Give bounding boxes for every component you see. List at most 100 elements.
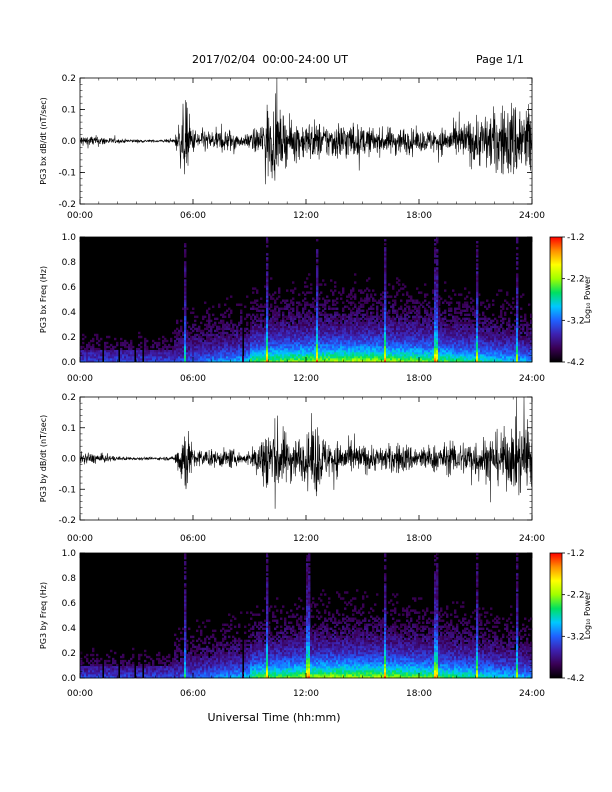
spectrogram-cell xyxy=(456,345,459,349)
spectrogram-cell xyxy=(310,335,313,339)
spectrogram-cell xyxy=(434,255,437,258)
spectrogram-cell xyxy=(186,345,189,349)
spectrogram-cell xyxy=(278,347,281,351)
spectrogram-cell xyxy=(288,323,291,327)
spectrogram-cell xyxy=(414,299,417,302)
spectrogram-cell xyxy=(326,357,329,361)
spectrogram-cell xyxy=(466,305,469,308)
spectrogram-cell xyxy=(526,339,529,343)
spectrogram-cell xyxy=(354,351,357,355)
spectrogram-cell xyxy=(388,311,391,315)
spectrogram-cell xyxy=(384,255,387,258)
spectrogram-cell xyxy=(414,359,417,363)
spectrogram-cell xyxy=(314,315,317,319)
spectrogram-cell xyxy=(178,337,181,341)
spectrogram-cell xyxy=(256,349,259,353)
spectrogram-cell xyxy=(232,355,235,359)
spectrogram-cell xyxy=(388,339,391,343)
spectrogram-cell xyxy=(418,325,421,329)
spectrogram-cell xyxy=(504,335,507,339)
spectrogram-cell xyxy=(274,301,277,304)
spectrogram-cell xyxy=(184,347,187,351)
spectrogram-cell xyxy=(240,321,243,325)
spectrogram-cell xyxy=(256,335,259,339)
spectrogram-cell xyxy=(362,355,365,359)
spectrogram-cell xyxy=(362,325,365,329)
spectrogram-cell xyxy=(500,355,503,359)
spectrogram-cell xyxy=(198,353,201,357)
spectrogram-cell xyxy=(376,357,379,361)
spectrogram-cell xyxy=(464,317,467,321)
spectrogram-cell xyxy=(274,327,277,331)
spectrogram-cell xyxy=(394,353,397,357)
spectrogram-cell xyxy=(370,311,373,315)
spectrogram-cell xyxy=(448,313,451,317)
spectrogram-cell xyxy=(298,347,301,351)
spectrogram-cell xyxy=(488,317,491,321)
spectrogram-cell xyxy=(380,303,383,306)
spectrogram-cell xyxy=(496,339,499,343)
spectrogram-cell xyxy=(478,337,481,341)
spectrogram-cell xyxy=(306,339,309,343)
spectrogram-cell xyxy=(240,347,243,351)
spectrogram-cell xyxy=(276,353,279,357)
spectrogram-cell xyxy=(260,337,263,341)
spectrogram-cell xyxy=(472,341,475,345)
spectrogram-cell xyxy=(464,319,467,323)
spectrogram-cell xyxy=(254,345,257,349)
spectrogram-cell xyxy=(232,351,235,355)
spectrogram-cell xyxy=(272,321,275,325)
spectrogram-cell xyxy=(218,303,221,306)
spectrogram-cell xyxy=(174,339,177,343)
spectrogram-cell xyxy=(228,337,231,341)
spectrogram-cell xyxy=(90,349,93,353)
spectrogram-cell xyxy=(270,303,273,306)
spectrogram-cell xyxy=(276,359,279,363)
spectrogram-cell xyxy=(384,307,387,310)
spectrogram-cell xyxy=(464,327,467,331)
spectrogram-cell xyxy=(392,355,395,359)
spectrogram-cell xyxy=(308,333,311,337)
spectrogram-cell xyxy=(230,295,233,298)
spectrogram-cell xyxy=(184,273,187,276)
spectrogram-cell xyxy=(508,349,511,353)
spectrogram-cell xyxy=(426,317,429,321)
spectrogram-cell xyxy=(108,345,111,349)
spectrogram-cell xyxy=(238,347,241,351)
spectrogram-cell xyxy=(332,339,335,343)
spectrogram-cell xyxy=(522,293,525,296)
spectrogram-cell xyxy=(466,321,469,325)
spectrogram-cell xyxy=(314,331,317,335)
spectrogram-cell xyxy=(386,345,389,349)
spectrogram-cell xyxy=(198,339,201,343)
spectrogram-cell xyxy=(506,355,509,359)
spectrogram-cell xyxy=(226,345,229,349)
spectrogram-cell xyxy=(276,329,279,333)
spectrogram-cell xyxy=(464,313,467,317)
spectrogram-cell xyxy=(334,349,337,353)
spectrogram-cell xyxy=(104,343,107,347)
spectrogram-cell xyxy=(376,333,379,337)
spectrogram-cell xyxy=(482,311,485,315)
spectrogram-cell xyxy=(258,335,261,339)
spectrogram-cell xyxy=(384,253,387,256)
spectrogram-cell xyxy=(516,295,519,298)
spectrogram-cell xyxy=(266,281,269,284)
spectrogram-cell xyxy=(476,305,479,308)
spectrogram-cell xyxy=(376,309,379,312)
spectrogram-cell xyxy=(476,287,479,290)
spectrogram-cell xyxy=(206,325,209,329)
spectrogram-cell xyxy=(474,357,477,361)
spectrogram-cell xyxy=(472,351,475,355)
spectrogram-cell xyxy=(436,345,439,349)
spectrogram-cell xyxy=(396,343,399,347)
spectrogram-cell xyxy=(392,341,395,345)
spectrogram-cell xyxy=(450,333,453,337)
spectrogram-cell xyxy=(320,357,323,361)
spectrogram-cell xyxy=(410,311,413,315)
spectrogram-cell xyxy=(496,357,499,361)
spectrogram-cell xyxy=(304,303,307,306)
spectrogram-cell xyxy=(310,349,313,353)
spectrogram-cell xyxy=(460,351,463,355)
spectrogram-cell xyxy=(466,355,469,359)
